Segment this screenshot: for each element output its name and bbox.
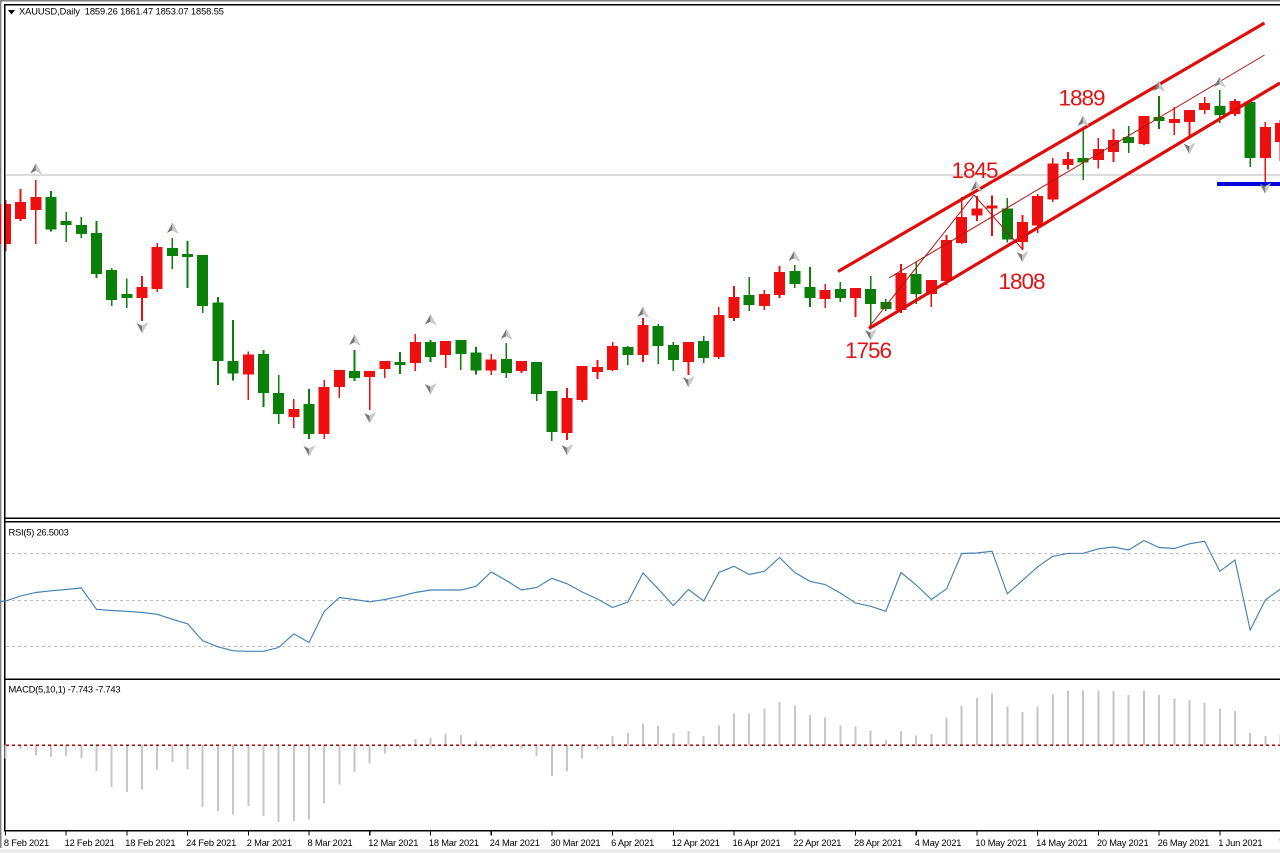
svg-text:14 May 2021: 14 May 2021 [1036,838,1088,848]
svg-text:12 Mar 2021: 12 Mar 2021 [368,838,418,848]
svg-text:1 Jun 2021: 1 Jun 2021 [1218,838,1262,848]
svg-text:1889: 1889 [1059,86,1106,111]
svg-text:RSI(5) 26.5003: RSI(5) 26.5003 [9,527,69,538]
svg-text:24 Feb 2021: 24 Feb 2021 [186,838,236,848]
svg-text:30 Mar 2021: 30 Mar 2021 [550,838,600,848]
svg-text:1845: 1845 [952,158,999,183]
svg-text:1808: 1808 [999,269,1046,294]
svg-text:10 May 2021: 10 May 2021 [975,838,1027,848]
svg-text:20 May 2021: 20 May 2021 [1097,838,1149,848]
svg-text:6 Apr 2021: 6 Apr 2021 [611,838,654,848]
svg-text:18 Feb 2021: 18 Feb 2021 [125,838,175,848]
svg-text:MACD(5,10,1) -7.743 -7.743: MACD(5,10,1) -7.743 -7.743 [9,684,121,695]
svg-text:XAUUSD,Daily 1859.26 1861.47: XAUUSD,Daily 1859.26 1861.47 1853.07 185… [19,7,224,17]
svg-text:1756: 1756 [845,338,892,363]
svg-text:12 Feb 2021: 12 Feb 2021 [65,838,115,848]
svg-text:4 May 2021: 4 May 2021 [915,838,962,848]
svg-text:8 Mar 2021: 8 Mar 2021 [308,838,353,848]
svg-text:28 Apr 2021: 28 Apr 2021 [854,838,902,848]
svg-text:12 Apr 2021: 12 Apr 2021 [672,838,720,848]
svg-text:8 Feb 2021: 8 Feb 2021 [4,838,49,848]
svg-text:18 Mar 2021: 18 Mar 2021 [429,838,479,848]
svg-text:16 Apr 2021: 16 Apr 2021 [733,838,781,848]
svg-text:22 Apr 2021: 22 Apr 2021 [793,838,841,848]
svg-text:26 May 2021: 26 May 2021 [1158,838,1210,848]
svg-text:24 Mar 2021: 24 Mar 2021 [490,838,540,848]
svg-text:2 Mar 2021: 2 Mar 2021 [247,838,292,848]
